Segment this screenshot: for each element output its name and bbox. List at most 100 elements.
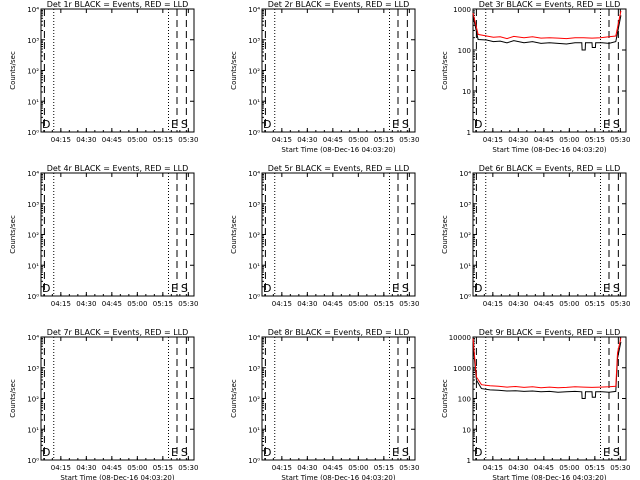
panel-title: Det 5r BLACK = Events, RED = LLD xyxy=(268,164,410,173)
series-events-line xyxy=(472,15,622,51)
x-tick-label: 04:15 xyxy=(483,136,503,144)
marker-s: S xyxy=(613,446,620,459)
x-tick-label: 04:45 xyxy=(102,464,122,472)
panel-det-5r: Det 5r BLACK = Events, RED = LLD 10⁰ 10¹ 10… xyxy=(230,164,419,308)
x-tick-label: 05:00 xyxy=(127,300,147,308)
marker-s: S xyxy=(181,118,188,131)
x-tick-label: 04:45 xyxy=(534,464,554,472)
panel-title: Det 8r BLACK = Events, RED = LLD xyxy=(268,328,410,337)
y-tick-label: 1 xyxy=(467,129,471,137)
y-tick-label: 10¹ xyxy=(27,426,39,434)
x-tick-label: 04:30 xyxy=(297,136,317,144)
marker-d: D xyxy=(42,118,50,131)
marker-e: E xyxy=(603,282,610,295)
x-tick-label: 05:00 xyxy=(127,464,147,472)
y-axis-label: Counts/sec xyxy=(230,51,238,90)
y-tick-label: 10 xyxy=(462,88,471,96)
y-tick-label: 10¹ xyxy=(27,262,39,270)
marker-s: S xyxy=(402,446,409,459)
x-tick-label: 05:30 xyxy=(399,300,419,308)
y-tick-label: 10⁴ xyxy=(27,6,39,14)
plot-frame xyxy=(472,336,627,461)
y-tick-label: 1000 xyxy=(453,365,471,373)
x-tick-label: 04:30 xyxy=(76,464,96,472)
y-tick-label: 10⁰ xyxy=(248,457,260,465)
x-tick-label: 05:15 xyxy=(585,464,605,472)
y-tick-label: 10² xyxy=(27,396,39,404)
x-tick-label: 05:00 xyxy=(348,300,368,308)
series-events-line xyxy=(472,341,622,399)
marker-d: D xyxy=(263,446,271,459)
panel-det-3r: Det 3r BLACK = Events, RED = LLD 1 10 100 10… xyxy=(441,0,630,154)
y-tick-label: 10² xyxy=(248,68,260,76)
x-tick-label: 04:45 xyxy=(323,136,343,144)
x-tick-label: 04:15 xyxy=(272,300,292,308)
x-tick-label: 05:15 xyxy=(153,136,173,144)
y-tick-label: 10⁰ xyxy=(27,457,39,465)
x-tick-label: 05:30 xyxy=(178,136,198,144)
y-tick-label: 10 xyxy=(462,426,471,434)
y-tick-label: 10⁴ xyxy=(248,170,260,178)
x-tick-label: 04:15 xyxy=(51,300,71,308)
y-axis-label: Counts/sec xyxy=(9,215,17,254)
marker-e: E xyxy=(171,118,178,131)
x-tick-label: 05:00 xyxy=(348,464,368,472)
y-tick-label: 10⁰ xyxy=(27,129,39,137)
x-tick-label: 05:30 xyxy=(178,464,198,472)
x-tick-label: 04:45 xyxy=(323,300,343,308)
plot-frame xyxy=(261,8,416,133)
y-tick-label: 10000 xyxy=(449,334,471,342)
x-tick-label: 04:15 xyxy=(483,464,503,472)
series-lld-line xyxy=(472,337,622,389)
panel-title: Det 1r BLACK = Events, RED = LLD xyxy=(47,0,189,9)
x-tick-label: 05:30 xyxy=(399,464,419,472)
marker-s: S xyxy=(402,282,409,295)
panel-title: Det 4r BLACK = Events, RED = LLD xyxy=(47,164,189,173)
y-tick-label: 10² xyxy=(248,396,260,404)
y-tick-label: 10¹ xyxy=(248,426,260,434)
marker-d: D xyxy=(42,446,50,459)
y-axis-label: Counts/sec xyxy=(441,215,449,254)
y-tick-label: 10⁰ xyxy=(459,293,471,301)
plot-frame xyxy=(40,336,195,461)
y-tick-label: 100 xyxy=(458,396,471,404)
marker-d: D xyxy=(263,118,271,131)
x-tick-label: 05:30 xyxy=(610,464,630,472)
marker-e: E xyxy=(603,118,610,131)
marker-e: E xyxy=(392,118,399,131)
panel-title: Det 3r BLACK = Events, RED = LLD xyxy=(479,0,621,9)
marker-s: S xyxy=(613,282,620,295)
marker-e: E xyxy=(392,446,399,459)
marker-e: E xyxy=(603,446,610,459)
y-axis-label: Counts/sec xyxy=(441,379,449,418)
y-tick-label: 10¹ xyxy=(459,262,471,270)
x-tick-label: 05:00 xyxy=(559,300,579,308)
x-tick-label: 04:30 xyxy=(508,464,528,472)
marker-d: D xyxy=(474,282,482,295)
x-tick-label: 05:30 xyxy=(610,300,630,308)
y-axis-label: Counts/sec xyxy=(9,379,17,418)
x-axis-label: Start Time (08-Dec-16 04:03:20) xyxy=(492,146,606,154)
marker-d: D xyxy=(263,282,271,295)
x-tick-label: 05:15 xyxy=(153,300,173,308)
x-tick-label: 04:30 xyxy=(297,300,317,308)
x-tick-label: 04:15 xyxy=(51,464,71,472)
y-tick-label: 10³ xyxy=(27,201,39,209)
x-tick-label: 04:30 xyxy=(76,136,96,144)
y-tick-label: 100 xyxy=(458,47,471,55)
x-tick-label: 04:30 xyxy=(297,464,317,472)
x-tick-label: 04:45 xyxy=(323,464,343,472)
x-tick-label: 04:15 xyxy=(272,464,292,472)
panel-title: Det 6r BLACK = Events, RED = LLD xyxy=(479,164,621,173)
marker-d: D xyxy=(474,446,482,459)
y-axis-label: Counts/sec xyxy=(9,51,17,90)
panel-title: Det 9r BLACK = Events, RED = LLD xyxy=(479,328,621,337)
x-axis-label: Start Time (08-Dec-16 04:03:20) xyxy=(492,474,606,480)
x-tick-label: 05:00 xyxy=(559,464,579,472)
x-tick-label: 05:15 xyxy=(585,300,605,308)
panel-title: Det 2r BLACK = Events, RED = LLD xyxy=(268,0,410,9)
x-tick-label: 05:15 xyxy=(585,136,605,144)
y-tick-label: 1000 xyxy=(453,6,471,14)
panel-det-7r: Det 7r BLACK = Events, RED = LLD 10⁰ 10¹ 10… xyxy=(9,328,198,480)
y-axis-label: Counts/sec xyxy=(230,379,238,418)
